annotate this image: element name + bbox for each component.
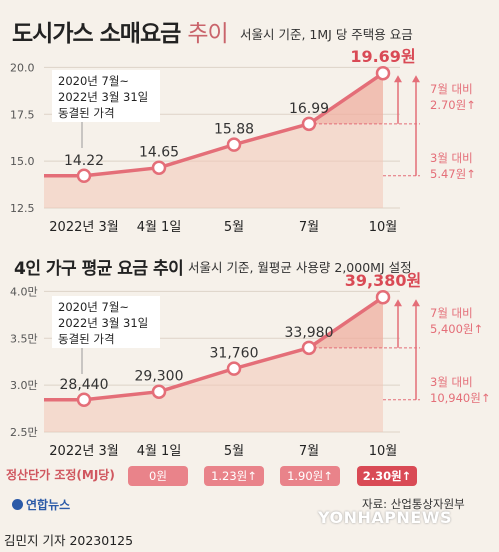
chart2-area — [44, 297, 383, 432]
chart1-data-label: 14.65 — [139, 145, 179, 161]
chart1-x-tick: 10월 — [369, 220, 398, 235]
chart1-point — [301, 116, 317, 132]
chart1-note-line: 2020년 7월~ — [58, 74, 129, 88]
chart1-data-label: 19.69원 — [350, 47, 415, 66]
chart1-title: 도시가스 소매요금 추이 — [12, 14, 229, 48]
chart2-anno-july: 5,400원↑ — [430, 322, 483, 336]
chart1-x-tick: 4월 1일 — [137, 220, 182, 235]
chart1-y-tick: 12.5 — [10, 202, 35, 215]
chart2-point — [375, 289, 391, 305]
chart1-y-tick: 20.0 — [10, 61, 35, 74]
chart2-data-label: 31,760 — [210, 346, 259, 362]
chart1-x-tick: 7월 — [299, 220, 319, 235]
chart2-subtitle: 서울시 기준, 월평균 사용량 2,000MJ 설정 — [188, 260, 412, 275]
chart2-x-tick: 10월 — [369, 444, 398, 459]
chart2-point — [151, 384, 167, 399]
adjustment-row-label: 정산단가 조정(MJ당) — [6, 468, 115, 482]
chart1-x-tick: 2022년 3월 — [49, 220, 118, 235]
brand-logo: 연합뉴스 — [12, 496, 70, 513]
chart2-data-label: 33,980 — [285, 325, 334, 341]
chart2-note-line: 2020년 7월~ — [58, 300, 129, 314]
chart1-area — [44, 73, 383, 208]
chart1-note-box — [52, 70, 160, 122]
chart1-arrowhead-march — [412, 75, 420, 83]
chart1-point — [76, 168, 92, 183]
chart1-point — [375, 65, 391, 81]
chart1-title-bold: 도시가스 소매요금 — [12, 21, 181, 47]
brand-logo-icon — [12, 499, 23, 510]
chart1-svg: 12.5 15.0 17.5 20.0 14.22 14.65 15.88 16.99 19.6… — [10, 47, 476, 235]
chart1-note-line: 동결된 가격 — [58, 106, 115, 120]
chart1-y-tick: 17.5 — [10, 108, 35, 121]
chart1-note-line: 2022년 3월 31일 — [58, 90, 148, 104]
chart2-note-line: 동결된 가격 — [58, 332, 115, 346]
chart1-data-label: 16.99 — [289, 101, 329, 117]
chart1-y-tick: 15.0 — [10, 155, 35, 168]
chart1-arrowhead-july — [394, 75, 402, 83]
adjustment-badge-october: 1.90원↑ — [280, 466, 340, 486]
chart1-point — [226, 137, 242, 152]
chart2-title: 4인 가구 평균 요금 추이 — [14, 259, 184, 279]
chart2-point — [226, 361, 242, 376]
chart2-data-label: 28,440 — [60, 377, 109, 393]
chart2-note-box — [52, 296, 160, 348]
chart1-data-label: 15.88 — [214, 122, 254, 138]
chart2-y-tick: 3.0만 — [10, 379, 38, 392]
chart2-anno-march: 3월 대비 — [430, 375, 473, 389]
adjustment-badge-july: 1.23원↑ — [204, 466, 264, 486]
chart2-note-line: 2022년 3월 31일 — [58, 316, 148, 330]
chart1-data-label: 14.22 — [64, 153, 104, 169]
chart2-arrowhead-july — [394, 299, 402, 307]
chart2-x-tick: 4월 1일 — [137, 444, 182, 459]
chart1-subtitle: 서울시 기준, 1MJ 당 주택용 요금 — [240, 27, 413, 42]
chart2-y-tick: 3.5만 — [10, 332, 38, 345]
chart2-anno-july: 7월 대비 — [430, 306, 473, 320]
chart2-anno-march: 10,940원↑ — [430, 391, 490, 405]
chart1-anno-march: 5.47원↑ — [430, 167, 476, 181]
chart2-point — [301, 340, 317, 356]
chart2-svg: 2.5만 3.0만 3.5만 4.0만 28,440 29,300 31,760 33,980… — [10, 271, 490, 459]
credit-line: 김민지 기자 20230125 — [4, 533, 134, 548]
chart1-anno-july: 2.70원↑ — [430, 98, 476, 112]
watermark: YONHAPNEWS — [318, 508, 452, 527]
chart2-y-tick: 4.0만 — [10, 285, 38, 298]
adjustment-badge-final: 2.30원↑ — [357, 466, 417, 486]
chart2-data-label: 39,380원 — [345, 271, 421, 290]
chart2-point — [76, 392, 92, 407]
chart2-data-label: 29,300 — [135, 369, 184, 385]
chart1-anno-march: 3월 대비 — [430, 151, 473, 165]
chart2-y-tick: 2.5만 — [10, 426, 38, 439]
adjustment-badge-may: 0원 — [128, 466, 188, 486]
chart2-x-tick: 5월 — [224, 444, 244, 459]
chart2-x-tick: 2022년 3월 — [49, 444, 118, 459]
source-note: 자료: 산업통상자원부 — [362, 497, 465, 511]
chart1-anno-july: 7월 대비 — [430, 82, 473, 96]
chart1-x-tick: 5월 — [224, 220, 244, 235]
chart2-x-tick: 7월 — [299, 444, 319, 459]
brand-name: 연합뉴스 — [26, 498, 71, 512]
chart2-arrowhead-march — [412, 299, 420, 307]
chart1-point — [151, 160, 167, 175]
chart1-title-light: 추이 — [187, 21, 228, 47]
